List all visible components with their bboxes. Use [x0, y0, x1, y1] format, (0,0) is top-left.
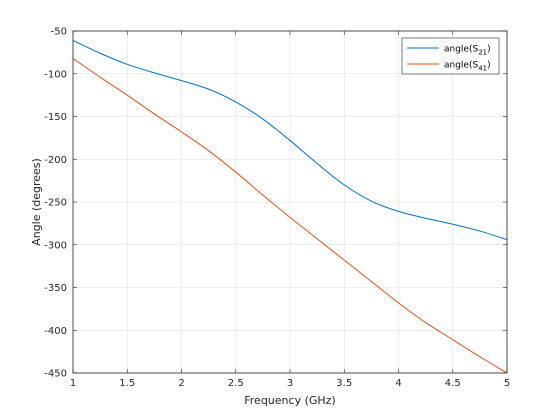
x-tick-label: 2	[178, 378, 184, 389]
legend-s41-sub: 41	[478, 65, 487, 73]
series-line-angle-s21	[72, 39, 508, 241]
legend-entry-s21: angle(S21)	[444, 45, 491, 57]
series-line-angle-s41	[72, 57, 508, 374]
ticks	[72, 30, 508, 374]
y-tick-label: -300	[44, 240, 67, 251]
y-tick-label: -450	[44, 369, 67, 380]
legend-s41-base: angle(S	[444, 61, 478, 71]
x-tick-label: 4	[395, 378, 401, 389]
x-tick-label: 4.5	[445, 378, 461, 389]
y-tick-label: -100	[44, 69, 67, 80]
y-tick-label: -400	[44, 326, 67, 337]
y-tick-label: -150	[44, 112, 67, 123]
legend-s21-sub: 21	[478, 49, 487, 57]
y-axis-label: Angle (degrees)	[30, 158, 43, 246]
legend-entry-s41: angle(S41)	[444, 61, 491, 73]
series-lines	[72, 39, 508, 374]
x-axis-label: Frequency (GHz)	[244, 394, 335, 407]
y-tick-label: -200	[44, 155, 67, 166]
legend: angle(S21) angle(S41)	[401, 37, 500, 75]
x-tick-label: 3.5	[336, 378, 352, 389]
x-tick-label: 1	[70, 378, 76, 389]
x-tick-label: 5	[504, 378, 510, 389]
legend-s21-base: angle(S	[444, 45, 478, 55]
y-tick-label: -50	[51, 27, 67, 38]
x-tick-labels: 1 1.5 2 2.5 3 3.5 4 4.5 5	[70, 378, 510, 389]
legend-s21-end: )	[487, 45, 491, 55]
y-tick-label: -250	[44, 198, 67, 209]
legend-box	[401, 37, 500, 75]
legend-s41-end: )	[487, 61, 491, 71]
x-tick-label: 2.5	[228, 378, 244, 389]
x-tick-label: 1.5	[119, 378, 135, 389]
y-tick-labels: -50 -100 -150 -200 -250 -300 -350 -400 -450	[44, 27, 67, 380]
grid	[72, 30, 508, 374]
y-tick-label: -350	[44, 283, 67, 294]
x-tick-label: 3	[287, 378, 293, 389]
